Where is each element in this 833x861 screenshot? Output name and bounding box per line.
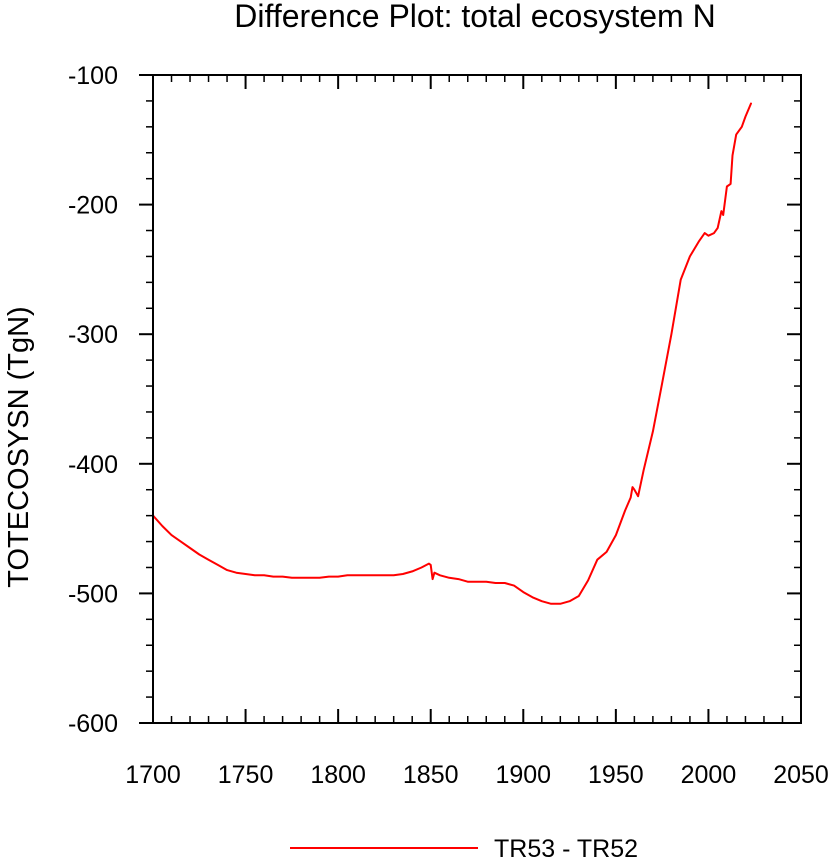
x-tick-label: 2000 <box>681 761 737 789</box>
x-tick-label: 2050 <box>773 761 829 789</box>
y-tick-label: -500 <box>68 580 118 608</box>
y-axis-label: TOTECOSYSN (TgN) <box>3 306 35 587</box>
x-tick-label: 1800 <box>310 761 366 789</box>
tick-labels: 1700 1750 1800 1850 1900 1950 2000 2050 -600 -500… <box>68 62 829 789</box>
y-tick-label: -600 <box>68 710 118 738</box>
legend: TR53 - TR52 <box>290 835 638 861</box>
x-tick-label: 1700 <box>125 761 181 789</box>
legend-label: TR53 - TR52 <box>494 835 638 861</box>
x-tick-label: 1950 <box>588 761 644 789</box>
plot-frame <box>152 74 802 724</box>
y-tick-label: -100 <box>68 62 118 90</box>
series-line-tr53-tr52 <box>152 102 752 605</box>
y-tick-label: -200 <box>68 192 118 220</box>
x-tick-label: 1900 <box>495 761 551 789</box>
y-tick-label: -400 <box>68 451 118 479</box>
chart-title: Difference Plot: total ecosystem N <box>234 0 715 34</box>
x-tick-label: 1750 <box>218 761 274 789</box>
x-tick-label: 1850 <box>403 761 459 789</box>
axis-ticks <box>139 74 802 724</box>
y-tick-label: -300 <box>68 321 118 349</box>
